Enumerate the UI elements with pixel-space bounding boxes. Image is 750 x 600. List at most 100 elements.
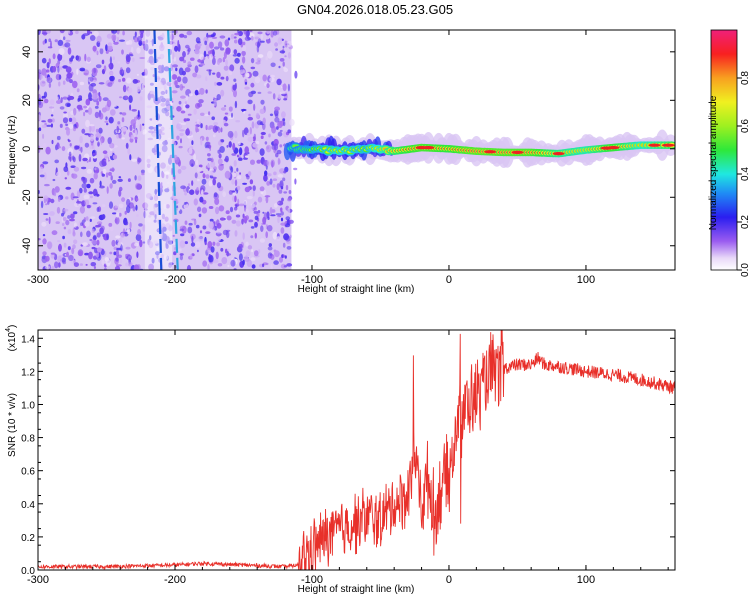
noise-blob <box>213 192 218 198</box>
noise-blob <box>198 99 204 104</box>
noise-blob <box>139 123 142 132</box>
noise-blob <box>195 224 200 229</box>
x-tick-label: -200 <box>164 274 186 286</box>
noise-blob <box>107 42 112 47</box>
noise-blob <box>58 74 62 80</box>
noise-blob <box>140 169 145 174</box>
x-tick-label: 100 <box>577 274 595 286</box>
noise-blob <box>143 208 148 211</box>
noise-blob <box>246 195 253 200</box>
noise-blob <box>267 216 270 220</box>
spectral-streak <box>167 30 179 270</box>
noise-blob <box>289 234 292 239</box>
noise-blob <box>72 126 77 132</box>
noise-blob <box>45 69 50 73</box>
noise-blob <box>96 207 100 212</box>
noise-blob <box>152 74 155 78</box>
noise-blob <box>141 83 144 92</box>
noise-blob <box>160 162 166 169</box>
noise-blob <box>41 124 47 128</box>
noise-blob <box>289 118 295 127</box>
noise-blob <box>212 72 216 75</box>
y-tick-label: 0.8 <box>21 434 35 445</box>
noise-blob <box>60 66 63 70</box>
noise-blob <box>168 262 174 266</box>
noise-blob <box>275 213 282 216</box>
noise-blob <box>248 205 254 213</box>
noise-blob <box>136 47 141 54</box>
noise-blob <box>119 258 123 264</box>
noise-blob <box>89 195 93 199</box>
noise-blob <box>75 30 79 35</box>
noise-blob <box>122 77 126 82</box>
noise-blob <box>235 214 241 218</box>
noise-blob <box>216 237 221 241</box>
noise-blob <box>287 129 292 134</box>
noise-blob <box>89 238 93 242</box>
noise-blob <box>62 260 67 265</box>
noise-blob <box>207 153 211 157</box>
noise-blob <box>41 32 48 35</box>
noise-blob <box>210 246 215 253</box>
noise-blob <box>266 83 270 89</box>
noise-blob <box>233 78 237 82</box>
noise-blob <box>142 202 149 209</box>
noise-blob <box>94 167 97 171</box>
noise-blob <box>103 225 110 232</box>
noise-blob <box>195 37 201 44</box>
noise-blob <box>76 201 82 204</box>
x-tick-label: 0 <box>446 574 452 586</box>
noise-blob <box>199 87 205 95</box>
noise-blob <box>50 40 52 49</box>
noise-blob <box>38 127 42 132</box>
noise-blob <box>272 30 278 36</box>
noise-blob <box>210 160 216 168</box>
noise-blob <box>149 118 153 121</box>
noise-blob <box>183 35 188 39</box>
noise-blob <box>208 111 211 116</box>
noise-blob <box>231 97 237 102</box>
noise-blob <box>68 254 74 262</box>
noise-blob <box>91 239 98 245</box>
noise-blob <box>121 117 125 123</box>
noise-blob <box>237 141 241 146</box>
noise-blob <box>238 203 245 207</box>
noise-blob <box>214 105 217 108</box>
noise-blob <box>234 230 238 237</box>
noise-blob <box>266 39 271 44</box>
noise-blob <box>125 55 131 63</box>
noise-blob <box>137 157 142 163</box>
noise-blob <box>198 164 203 168</box>
y-tick-label: -40 <box>21 238 33 254</box>
colorbar-tick-label: 0.2 <box>740 215 750 229</box>
colorbar-tick-label: 0.6 <box>740 119 750 133</box>
snr-multiplier: (x104) <box>5 325 18 352</box>
noise-blob <box>76 55 82 62</box>
noise-blob <box>285 185 289 191</box>
noise-blob <box>101 204 106 208</box>
noise-blob <box>148 126 154 130</box>
noise-blob <box>225 210 230 215</box>
noise-blob <box>177 198 181 203</box>
noise-blob <box>48 82 52 88</box>
noise-blob <box>127 43 131 51</box>
noise-blob <box>67 138 70 142</box>
noise-blob <box>76 88 80 93</box>
noise-blob <box>283 121 286 127</box>
noise-blob <box>178 248 182 252</box>
noise-blob <box>187 47 191 52</box>
noise-blob <box>117 178 123 182</box>
noise-blob <box>66 170 70 176</box>
noise-blob <box>66 72 73 79</box>
noise-blob <box>280 227 285 234</box>
noise-blob <box>134 31 137 37</box>
noise-blob <box>222 191 226 198</box>
noise-blob <box>280 211 284 216</box>
noise-blob <box>165 243 169 249</box>
noise-blob <box>195 241 201 249</box>
noise-blob <box>280 207 283 213</box>
noise-blob <box>103 65 107 72</box>
noise-blob <box>149 211 156 216</box>
noise-blob <box>216 222 222 229</box>
noise-blob <box>149 235 152 241</box>
